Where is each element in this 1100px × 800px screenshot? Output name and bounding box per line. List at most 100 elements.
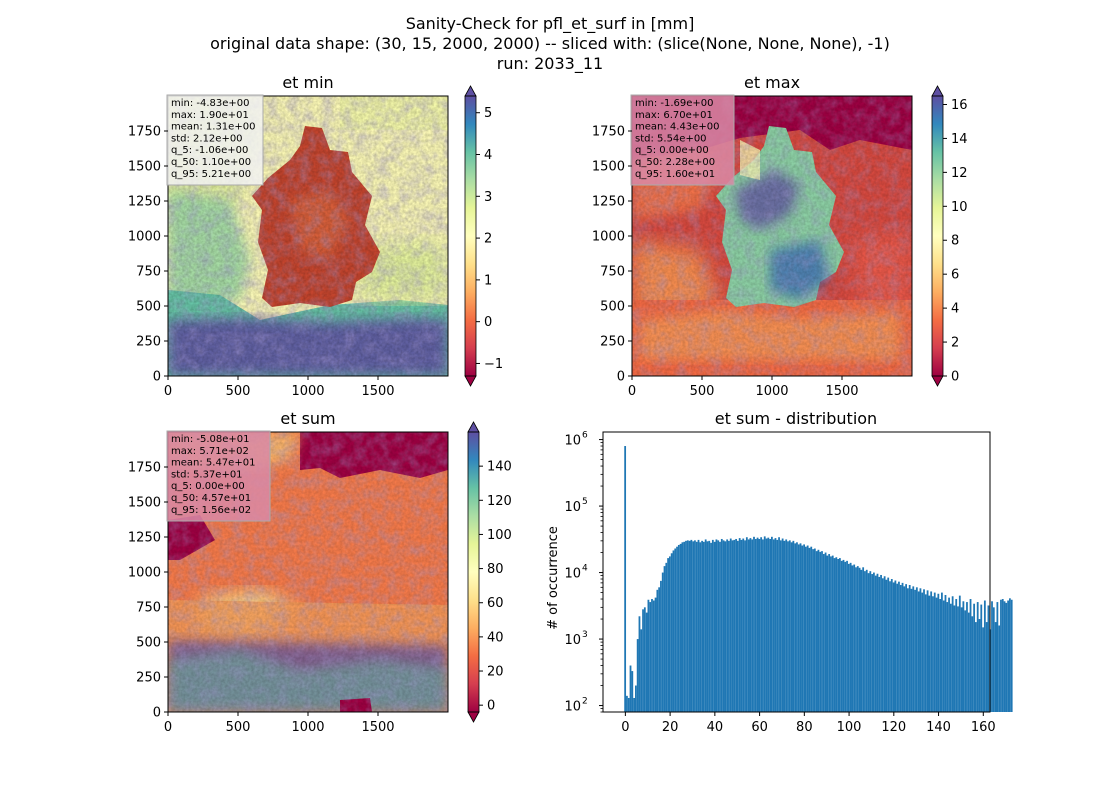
hist-bar	[674, 548, 677, 712]
y-tick-label: 10	[564, 567, 581, 582]
y-tick-label: 0	[153, 370, 161, 385]
hist-bar	[645, 612, 648, 712]
colorbar-extend-min	[467, 711, 480, 723]
hist-bar	[672, 550, 675, 712]
hist-bar	[683, 541, 686, 712]
hist-bar	[831, 555, 834, 712]
hist-bar	[763, 536, 766, 712]
x-tick-label: 500	[690, 384, 715, 399]
hist-bar	[756, 537, 759, 712]
hist-bar	[787, 541, 789, 712]
panel-title-et-max: et max	[744, 73, 800, 92]
hist-bar	[896, 583, 899, 712]
hist-bar	[853, 564, 856, 712]
colorbar-tick-label: 8	[951, 234, 959, 249]
hist-bar	[658, 587, 661, 712]
hist-bar	[851, 565, 854, 712]
hist-bar	[652, 600, 655, 712]
x-tick-label: 1000	[291, 384, 324, 399]
hist-bar	[903, 586, 906, 712]
hist-bar	[797, 544, 800, 712]
colorbar-extend-min	[931, 375, 944, 387]
hist-bar	[992, 607, 995, 712]
hist-bar	[967, 612, 970, 712]
suptitle-line-2: original data shape: (30, 15, 2000, 2000…	[210, 34, 890, 53]
hist-bar	[960, 607, 963, 712]
hist-bar	[711, 539, 714, 712]
colorbar-tick-label: 120	[487, 494, 512, 509]
x-tick-label: 1500	[361, 384, 394, 399]
colorbar-frame	[467, 431, 480, 713]
stats-line: min: -4.83e+00	[171, 98, 250, 109]
hist-bar	[661, 572, 664, 712]
panel-et-sum-distribution: et sum - distribution # of occurrence 0 2…	[546, 409, 1013, 735]
hist-bar	[640, 629, 643, 712]
hist-bar	[980, 604, 983, 712]
hist-bar	[779, 540, 782, 712]
y-tick-label: 250	[600, 335, 625, 350]
hist-bar	[1003, 601, 1006, 712]
stats-line: max: 6.70e+01	[635, 110, 713, 121]
stats-line: q_95: 1.60e+01	[635, 169, 715, 180]
stats-line: mean: 4.43e+00	[635, 122, 719, 133]
hist-bar	[912, 586, 915, 712]
hist-bar	[774, 538, 777, 712]
hist-bar	[830, 556, 832, 712]
hist-bar	[924, 594, 927, 712]
hist-bar	[642, 609, 644, 712]
x-tick-label: 20	[662, 720, 679, 735]
hist-bar	[713, 541, 716, 712]
hist-bar	[760, 537, 763, 712]
hist-bar	[781, 538, 784, 712]
hist-bar	[663, 566, 666, 712]
x-tick-label: 120	[881, 720, 906, 735]
hist-bar	[765, 538, 768, 712]
hist-bar	[690, 539, 693, 712]
hist-bar	[679, 543, 682, 712]
x-tick-label: 500	[226, 720, 251, 735]
hist-bar	[890, 579, 893, 712]
hist-bar	[846, 560, 848, 712]
hist-bar	[651, 599, 653, 712]
y-tick-label: 1500	[128, 496, 161, 511]
stats-line: q_5: -1.06e+00	[171, 145, 248, 156]
hist-bar	[758, 538, 761, 712]
colorbar-tick-label: 100	[487, 528, 512, 543]
x-tick-label: 140	[926, 720, 951, 735]
hist-bar	[629, 665, 632, 712]
y-tick-exponent: 6	[582, 431, 588, 441]
x-tick-label: 80	[796, 720, 813, 735]
hist-bar	[810, 546, 813, 712]
x-tick-label: 100	[837, 720, 862, 735]
hist-bar	[740, 539, 743, 712]
stats-line: std: 2.12e+00	[171, 133, 243, 144]
y-tick-label: 0	[153, 706, 161, 721]
colorbar-tick-label: 0	[484, 315, 492, 330]
hist-bar	[982, 627, 984, 712]
hist-bar	[656, 589, 659, 712]
suptitle-line-1: Sanity-Check for pfl_et_surf in [mm]	[405, 14, 695, 33]
stats-line: min: -1.69e+00	[635, 98, 714, 109]
colorbar: 0 2 4 6 8 10 12 14 16	[931, 85, 968, 387]
stats-line: mean: 1.31e+00	[171, 122, 255, 133]
colorbar-gradient	[468, 432, 479, 712]
y-tick-exponent: 5	[582, 497, 588, 507]
hist-bar	[694, 540, 696, 712]
hist-bar	[667, 558, 669, 712]
hist-bar	[828, 554, 831, 712]
hist-bar	[871, 574, 874, 712]
hist-bar	[801, 545, 804, 712]
hist-bar	[994, 622, 997, 712]
y-tick-label: 1750	[128, 125, 161, 140]
hist-bar	[821, 551, 823, 712]
hist-bar	[670, 553, 673, 712]
hist-bar	[638, 616, 641, 712]
hist-bar	[792, 540, 795, 712]
hist-bar	[985, 622, 988, 712]
hist-bar	[769, 538, 771, 712]
hist-bar	[735, 538, 737, 712]
stats-line: q_95: 5.21e+00	[171, 169, 251, 180]
colorbar-tick-label: 12	[951, 166, 968, 181]
